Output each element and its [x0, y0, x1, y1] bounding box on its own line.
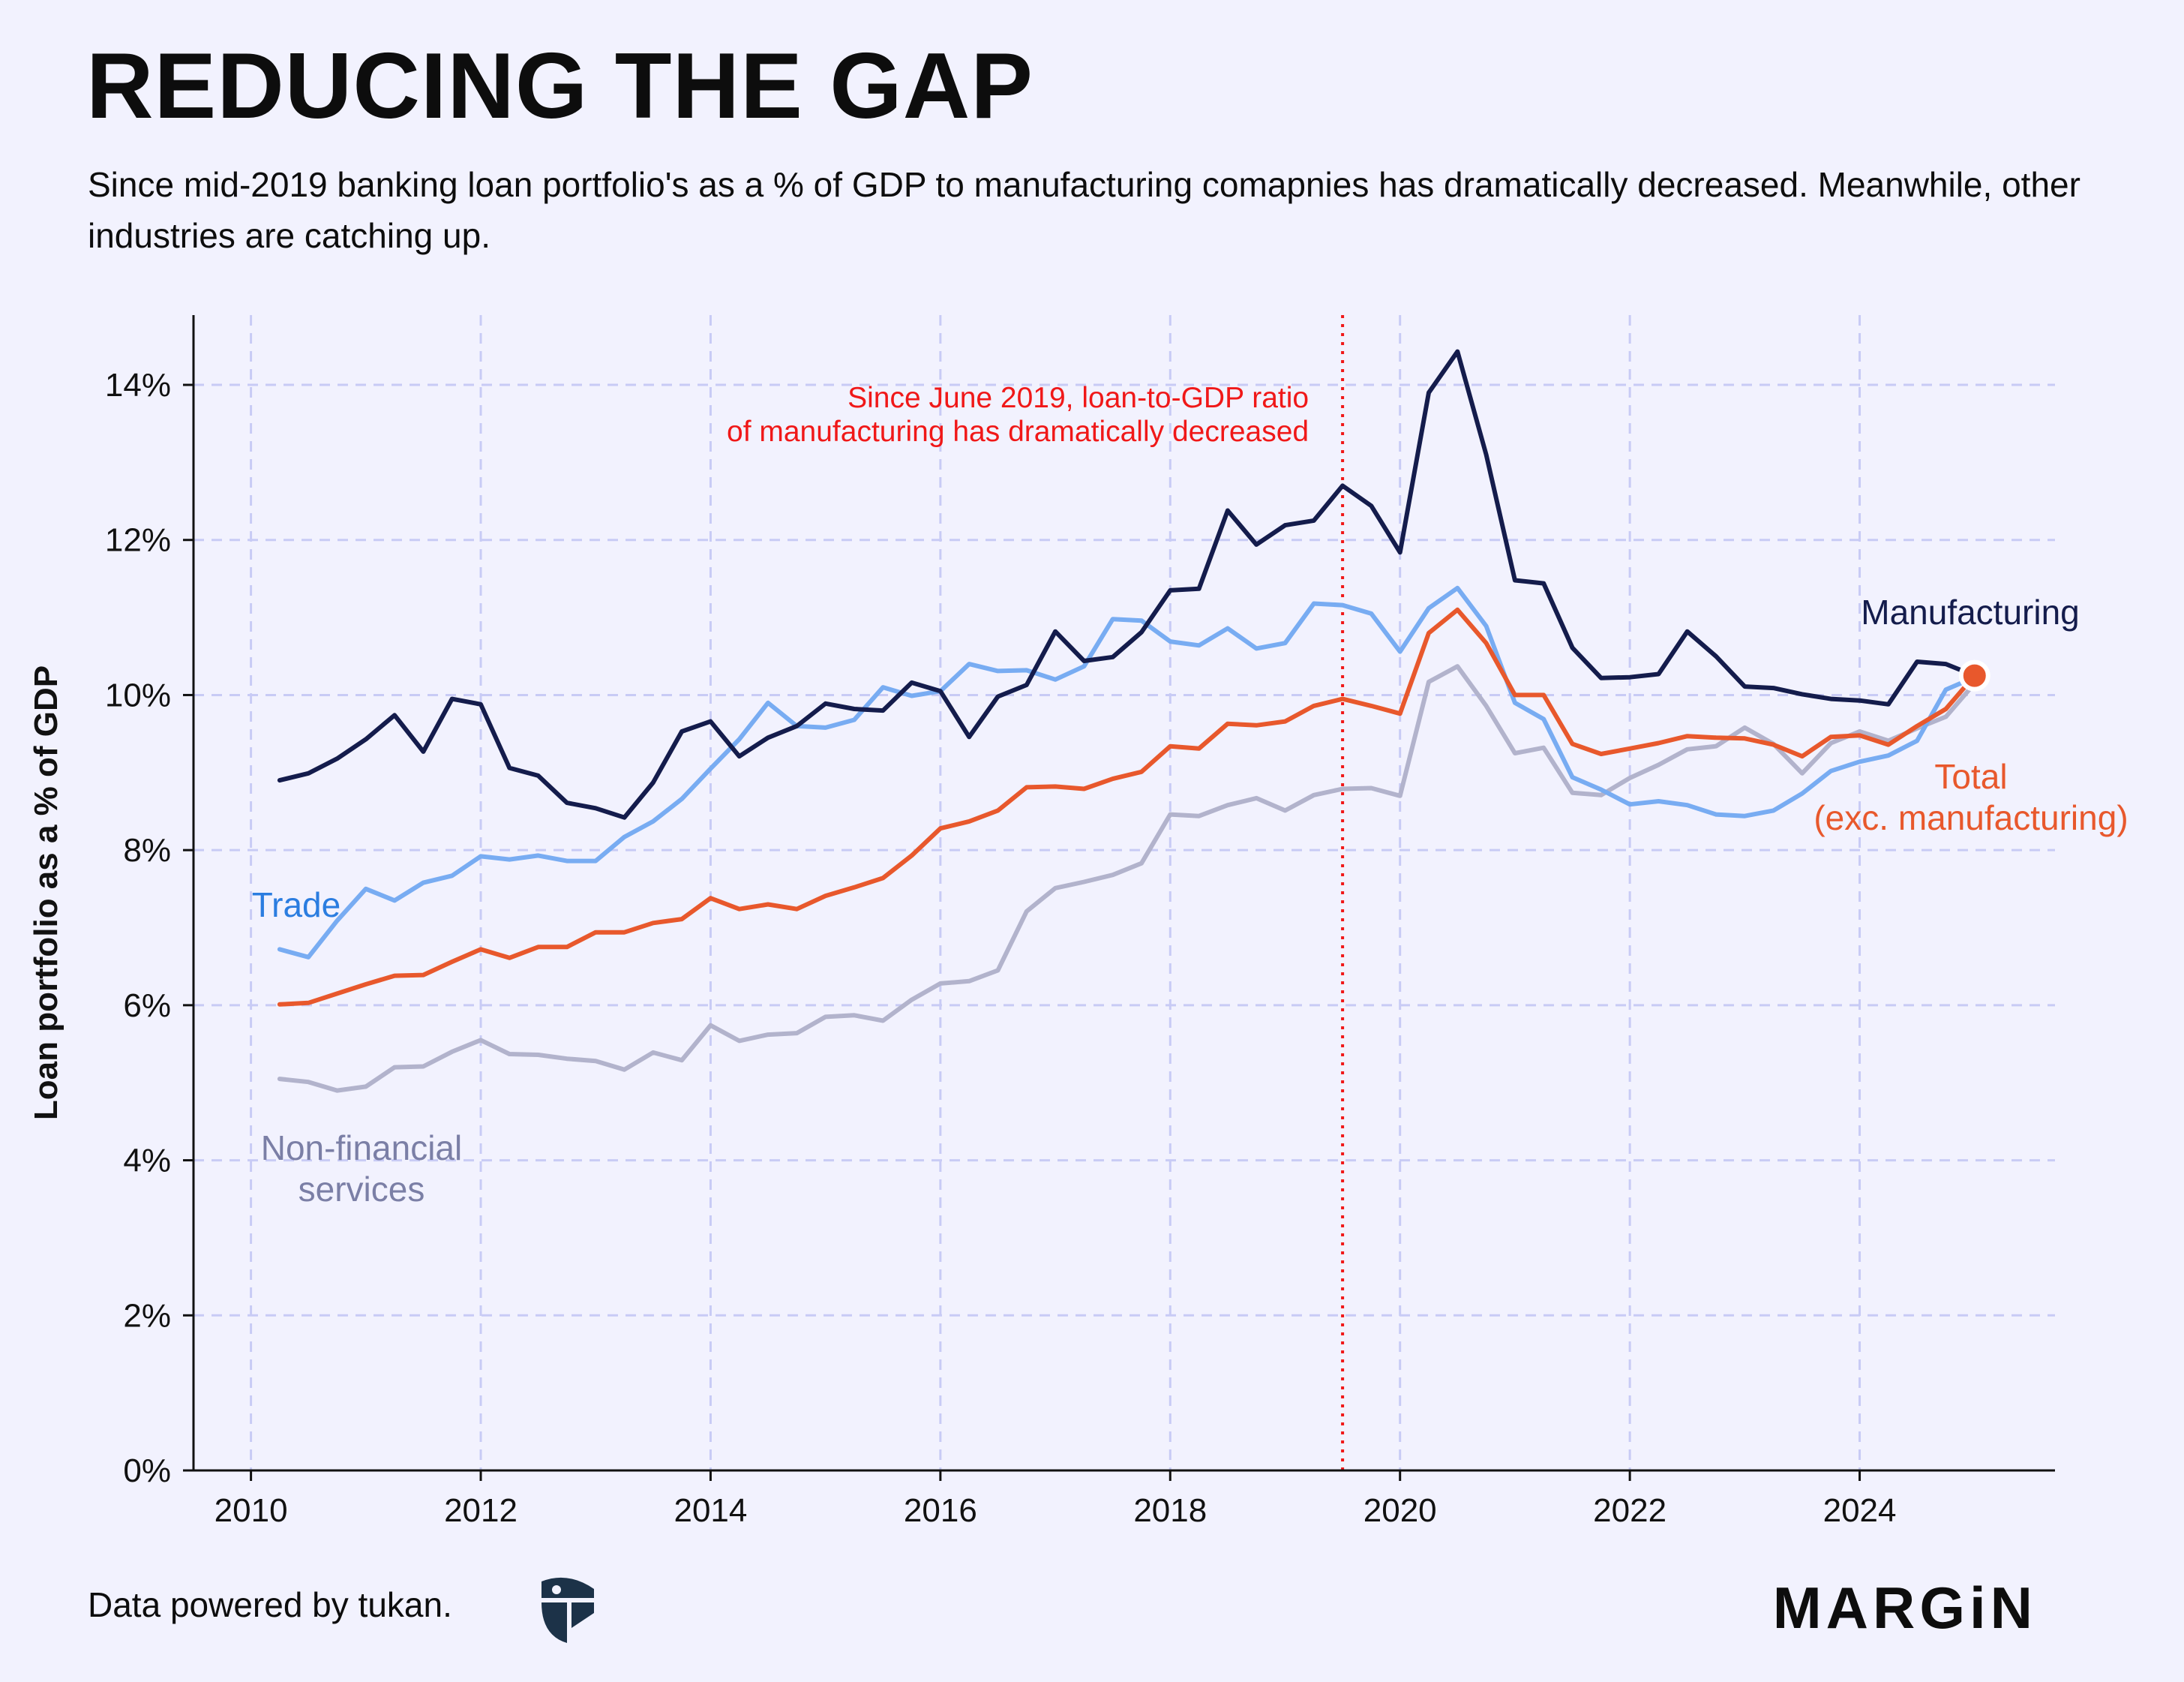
y-tick-label: 10%	[105, 677, 171, 713]
annotation-text-line2: of manufacturing has dramatically decrea…	[727, 416, 1309, 448]
label-manufacturing: Manufacturing	[1861, 593, 2080, 632]
series-labels: Manufacturing Trade Total (exc. manufact…	[252, 593, 2128, 1209]
axes-layer: 0% 2% 4% 6% 8% 10% 12% 14% 2010 2012 2014 2016 2018 2…	[105, 315, 2055, 1529]
label-total-line1: Total	[1934, 757, 2007, 796]
y-tick-label: 8%	[123, 832, 171, 869]
x-tick-label: 2014	[674, 1492, 747, 1529]
x-tick-label: 2018	[1133, 1492, 1207, 1529]
annotation-layer: Since June 2019, loan-to-GDP ratio of ma…	[727, 315, 1345, 1470]
tukan-logo-icon	[542, 1577, 594, 1643]
x-tick-label: 2024	[1823, 1492, 1897, 1529]
x-tick-label: 2020	[1364, 1492, 1437, 1529]
y-axis-label: Loan portfolio as a % of GDP	[28, 665, 64, 1120]
label-non-financial-line1: Non-financial	[261, 1128, 462, 1167]
page-subtitle: Since mid-2019 banking loan portfolio's …	[88, 165, 2080, 255]
y-tick-label: 0%	[123, 1452, 171, 1489]
x-tick-label: 2012	[444, 1492, 518, 1529]
label-non-financial-line2: services	[298, 1170, 425, 1209]
grid-layer	[194, 315, 2055, 1470]
x-tick-label: 2010	[214, 1492, 288, 1529]
y-tick-label: 4%	[123, 1143, 171, 1179]
x-tick-label: 2016	[904, 1492, 977, 1529]
series-line-non-financial	[277, 664, 1977, 1093]
y-tick-label: 12%	[105, 522, 171, 559]
data-source-text: Data powered by tukan.	[88, 1585, 452, 1624]
series-line-total	[277, 607, 1977, 1007]
x-tick-label: 2022	[1593, 1492, 1666, 1529]
annotation-text-line1: Since June 2019, loan-to-GDP ratio	[848, 382, 1309, 414]
endpoint-marker	[1958, 659, 1990, 692]
series-layer	[277, 349, 1990, 1093]
label-total-line2: (exc. manufacturing)	[1814, 798, 2128, 837]
y-tick-label: 2%	[123, 1297, 171, 1334]
y-tick-label: 6%	[123, 987, 171, 1024]
series-line-trade	[277, 585, 1977, 960]
y-tick-label: 14%	[105, 367, 171, 404]
page-title: REDUCING THE GAP	[86, 35, 1034, 138]
series-line-manufacturing	[277, 349, 1977, 820]
label-trade: Trade	[252, 885, 340, 924]
margin-brand-logo: MARGiN	[1772, 1575, 2037, 1641]
